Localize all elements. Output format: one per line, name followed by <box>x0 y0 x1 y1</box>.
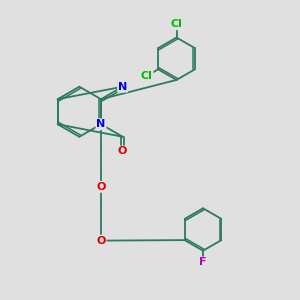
Text: F: F <box>199 257 207 268</box>
Text: Cl: Cl <box>171 19 182 29</box>
Text: Cl: Cl <box>141 71 153 81</box>
Text: O: O <box>118 146 128 157</box>
Text: O: O <box>96 182 106 192</box>
Text: N: N <box>118 82 127 92</box>
Text: O: O <box>96 236 106 246</box>
Text: N: N <box>96 119 106 129</box>
